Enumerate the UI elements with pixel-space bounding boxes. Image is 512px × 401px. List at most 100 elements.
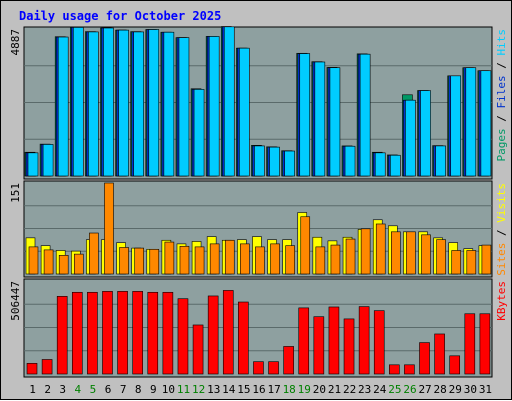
sites-bar bbox=[315, 246, 326, 275]
sites-bar bbox=[43, 249, 54, 275]
sites-bar bbox=[104, 182, 114, 275]
x-tick-label: 24 bbox=[373, 383, 387, 396]
sites-bar bbox=[240, 243, 250, 275]
kbytes-bar bbox=[132, 291, 143, 375]
sites-bar bbox=[406, 231, 416, 275]
sites-bar bbox=[224, 239, 235, 275]
kbytes-bar bbox=[56, 296, 68, 375]
x-tick-label: 26 bbox=[403, 383, 416, 396]
hits-bar bbox=[148, 29, 160, 177]
kbytes-bar bbox=[177, 298, 189, 375]
kbytes-bar bbox=[283, 346, 294, 375]
sites-bar bbox=[58, 255, 69, 275]
kbytes-bar bbox=[389, 364, 400, 375]
sites-bar bbox=[73, 253, 84, 275]
kbytes-bar bbox=[102, 291, 113, 375]
hits-bar bbox=[178, 37, 190, 177]
x-tick-label: 7 bbox=[120, 383, 127, 396]
x-tick-label: 30 bbox=[464, 383, 477, 396]
sites-bar bbox=[209, 243, 220, 275]
sites-bar bbox=[119, 247, 129, 275]
x-tick-label: 10 bbox=[162, 383, 175, 396]
x-tick-label: 16 bbox=[252, 383, 265, 396]
legend-hits: Hits bbox=[495, 29, 508, 56]
hits-bar bbox=[269, 146, 280, 177]
x-tick-label: 29 bbox=[449, 383, 462, 396]
sites-bar bbox=[300, 216, 311, 275]
x-tick-label: 19 bbox=[298, 383, 311, 396]
hits-bar bbox=[239, 47, 250, 177]
x-tick-label: 3 bbox=[59, 383, 66, 396]
legend-visits: Visits bbox=[495, 183, 508, 223]
sites-bar bbox=[255, 246, 265, 275]
hits-bar bbox=[374, 152, 386, 177]
hits-bar bbox=[420, 90, 431, 177]
sites-bar bbox=[164, 241, 175, 275]
x-tick-label: 12 bbox=[192, 383, 205, 396]
x-tick-label: 9 bbox=[150, 383, 157, 396]
hits-bar bbox=[344, 145, 356, 177]
hits-bar bbox=[405, 99, 416, 177]
x-tick-label: 2 bbox=[44, 383, 51, 396]
x-tick-label: 15 bbox=[237, 383, 250, 396]
kbytes-bar bbox=[464, 313, 476, 375]
kbytes-bar bbox=[404, 364, 415, 375]
sites-bar bbox=[481, 244, 492, 275]
hits-bar bbox=[314, 61, 326, 177]
x-tick-label: 4 bbox=[75, 383, 82, 396]
kbytes-bar bbox=[71, 291, 83, 375]
side-legend: Pages / Files / Hits bbox=[495, 29, 508, 162]
x-tick-label: 17 bbox=[267, 383, 280, 396]
x-tick-label: 18 bbox=[283, 383, 296, 396]
chart-title: Daily usage for October 2025 bbox=[19, 9, 221, 23]
sites-bar bbox=[360, 228, 371, 275]
legend-pages: Pages bbox=[495, 128, 508, 161]
hits-bar bbox=[57, 36, 69, 177]
x-tick-label: 6 bbox=[105, 383, 112, 396]
kbytes-bar bbox=[373, 310, 385, 375]
kbytes-bar bbox=[253, 361, 264, 375]
sites-bar bbox=[466, 250, 477, 275]
y-max-label: 506447 bbox=[9, 281, 22, 321]
sites-bar bbox=[375, 223, 386, 275]
kbytes-bar bbox=[449, 355, 461, 375]
legend-sites: Sites bbox=[495, 243, 508, 276]
kbytes-bar bbox=[479, 313, 491, 375]
kbytes-bar bbox=[41, 359, 53, 375]
kbytes-bar bbox=[117, 291, 128, 375]
hits-bar bbox=[42, 144, 54, 177]
kbytes-bar bbox=[162, 291, 174, 375]
kbytes-bar bbox=[328, 306, 340, 375]
hits-bar bbox=[133, 31, 144, 177]
hits-bar bbox=[284, 150, 295, 177]
sites-bar bbox=[451, 250, 462, 275]
y-max-label: 151 bbox=[9, 183, 22, 203]
x-tick-label: 28 bbox=[434, 383, 447, 396]
kbytes-bar bbox=[298, 307, 310, 375]
legend-files: Files bbox=[495, 75, 508, 108]
kbytes-bar bbox=[238, 301, 249, 375]
sites-bar bbox=[285, 245, 295, 275]
kbytes-bar bbox=[358, 306, 370, 375]
sites-bar bbox=[436, 239, 446, 275]
kbytes-bar bbox=[434, 333, 445, 375]
kbytes-bar bbox=[87, 291, 98, 375]
legend-kbytes: KBytes bbox=[495, 281, 508, 321]
x-tick-label: 5 bbox=[90, 383, 97, 396]
x-tick-label: 13 bbox=[207, 383, 220, 396]
y-max-label: 4887 bbox=[9, 29, 22, 56]
hits-bar bbox=[480, 70, 492, 177]
x-tick-label: 22 bbox=[343, 383, 356, 396]
x-tick-label: 14 bbox=[222, 383, 236, 396]
kbytes-bar bbox=[222, 290, 234, 375]
side-legend: KBytes bbox=[495, 281, 508, 321]
hits-bar bbox=[359, 53, 371, 177]
sites-bar bbox=[391, 231, 401, 275]
hits-bar bbox=[103, 27, 114, 177]
kbytes-bar bbox=[147, 291, 159, 375]
x-tick-label: 23 bbox=[358, 383, 371, 396]
side-legend: Sites / Visits bbox=[495, 183, 508, 276]
kbytes-bar bbox=[207, 295, 219, 375]
sites-bar bbox=[179, 245, 190, 275]
